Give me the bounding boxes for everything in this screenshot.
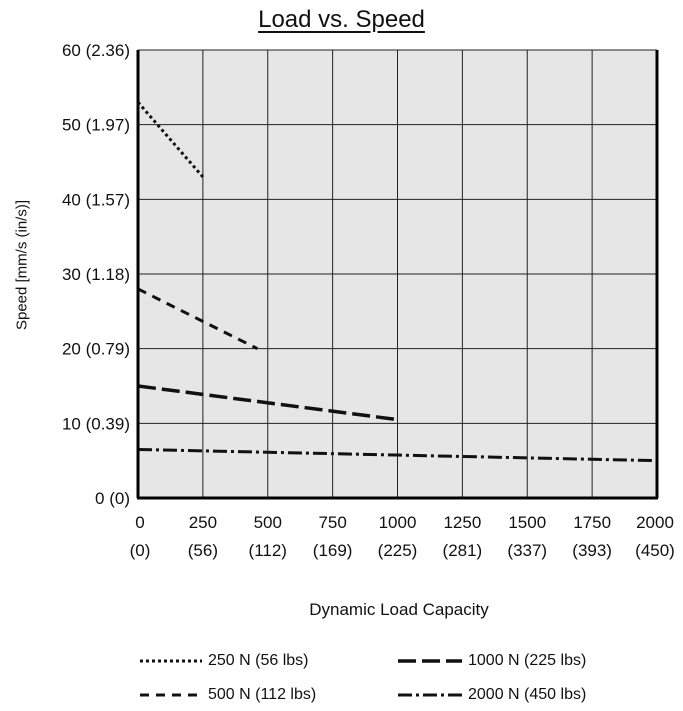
x-tick-sublabel: (393) <box>572 541 612 560</box>
legend-item-500n: 500 N (112 lbs) <box>138 686 316 704</box>
x-axis-label: Dynamic Load Capacity <box>309 600 489 619</box>
x-tick-sublabel: (337) <box>507 541 547 560</box>
x-tick-label: 250 <box>189 513 217 532</box>
legend-swatch-dash-dot <box>398 693 462 697</box>
legend-label: 2000 N (450 lbs) <box>468 686 587 703</box>
y-tick-label: 10 (0.39) <box>62 414 130 433</box>
gridlines <box>137 49 658 499</box>
x-tick-sublabel: (56) <box>188 541 218 560</box>
x-tick-label: 2000 <box>636 513 674 532</box>
y-tick-label: 50 (1.97) <box>62 116 130 135</box>
x-tick-label: 500 <box>254 513 282 532</box>
y-tick-label: 0 (0) <box>95 489 130 508</box>
legend-swatch-long-dash <box>398 659 462 663</box>
legend-item-2000n: 2000 N (450 lbs) <box>396 686 586 704</box>
x-tick-label: 1500 <box>508 513 546 532</box>
x-tick-label: 1000 <box>379 513 417 532</box>
axes <box>136 50 659 500</box>
x-tick-sublabel: (169) <box>313 541 353 560</box>
series-lines <box>136 101 658 463</box>
x-tick-sublabel: (281) <box>443 541 483 560</box>
chart-title: Load vs. Speed <box>258 6 425 33</box>
y-tick-label: 30 (1.18) <box>62 265 130 284</box>
x-tick-label: 1250 <box>443 513 481 532</box>
series-line-dashed <box>137 287 259 351</box>
x-tick-sublabel: (450) <box>635 541 675 560</box>
y-tick-label: 20 (0.79) <box>62 340 130 359</box>
legend-item-250n: 250 N (56 lbs) <box>138 652 309 670</box>
y-tick-label: 40 (1.57) <box>62 190 130 209</box>
series-line-dash-dot <box>137 447 658 463</box>
x-tick-label: 0 <box>135 513 144 532</box>
tick-labels: 0 (0) 250 (56) 500 (112) 750 (169) 1000 (225) 1250… <box>62 41 675 560</box>
x-tick-sublabel: (112) <box>249 541 287 560</box>
series-line-dotted <box>136 101 205 178</box>
legend-swatch-dotted <box>140 659 202 663</box>
x-tick-sublabel: (225) <box>378 541 418 560</box>
x-tick-label: 1750 <box>573 513 611 532</box>
legend-label: 250 N (56 lbs) <box>208 652 309 669</box>
x-tick-label: 750 <box>318 513 346 532</box>
x-tick-sublabel: (0) <box>130 541 151 560</box>
legend-label: 500 N (112 lbs) <box>208 686 317 703</box>
legend-label: 1000 N (225 lbs) <box>468 652 587 669</box>
legend-item-1000n: 1000 N (225 lbs) <box>396 652 586 670</box>
y-axis-label: Speed [mm/s (in/s)] <box>13 199 31 331</box>
y-tick-label: 60 (2.36) <box>62 41 130 60</box>
series-line-long-dash <box>137 384 398 422</box>
legend-swatch-dashed <box>140 693 202 697</box>
